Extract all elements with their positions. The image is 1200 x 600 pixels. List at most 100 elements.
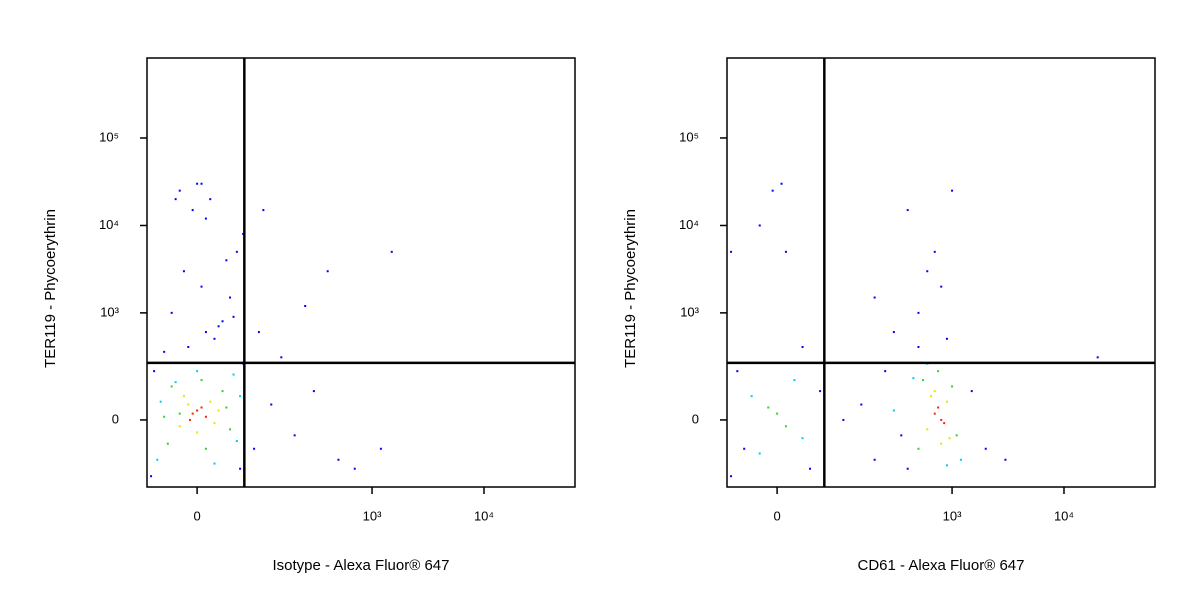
dot [170,385,173,388]
dot [1004,458,1007,461]
x-tick-label: 10⁴ [474,508,494,523]
dot [280,356,283,359]
y-tick-label: 10³ [680,304,699,319]
dot [200,379,203,382]
dot [926,270,929,273]
dot [196,431,199,434]
dot [959,458,962,461]
dot [758,452,761,455]
dot [900,434,903,437]
x-tick-label: 10³ [943,508,962,523]
dot [178,425,181,428]
dot [217,409,220,412]
dot [262,209,265,212]
dot [200,182,203,185]
dot [776,412,779,415]
dot [940,442,943,445]
dot [780,182,783,185]
dot [232,315,235,318]
dot [784,425,787,428]
dot [353,467,356,470]
dot [159,400,162,403]
dot [204,447,207,450]
dot [758,224,761,227]
dot [933,412,936,415]
dot [970,390,973,393]
y-tick-label: 0 [112,411,119,426]
dot [229,428,232,431]
dot [945,400,948,403]
dot [221,320,224,323]
dot [182,395,185,398]
dot [170,311,173,314]
y-axis-label: TER119 - Phycoerythrin [622,209,639,368]
dot [163,415,166,418]
dot [842,418,845,421]
dot [174,198,177,201]
dot [873,458,876,461]
dot [153,370,156,373]
dot [984,447,987,450]
y-tick-label: 10⁵ [679,129,699,144]
dot [951,385,954,388]
dot [239,395,242,398]
dot [187,346,190,349]
dot [196,370,199,373]
dot [912,377,915,380]
dot [235,250,238,253]
dot [293,434,296,437]
dot [225,259,228,262]
dot [174,381,177,384]
dot [213,462,216,465]
dot [819,390,822,393]
dot [178,189,181,192]
dot [213,422,216,425]
dot [209,400,212,403]
dot [150,475,153,478]
dot [937,370,940,373]
dot [1096,356,1099,359]
dot [922,379,925,382]
dot [379,447,382,450]
x-tick-label: 0 [193,508,200,523]
dot [809,467,812,470]
dot [943,422,946,425]
dot [312,390,315,393]
dot [892,409,895,412]
dot [232,373,235,376]
dot [182,270,185,273]
dot [940,418,943,421]
dot [771,189,774,192]
dot [257,331,260,334]
dot [736,370,739,373]
x-axis-label: Isotype - Alexa Fluor® 647 [273,557,450,574]
y-tick-label: 10⁴ [679,217,699,232]
dot [217,325,220,328]
x-tick-label: 10⁴ [1054,508,1074,523]
y-tick-label: 10⁴ [99,217,119,232]
dot [917,346,920,349]
dot [801,437,804,440]
dot [917,311,920,314]
dot [940,285,943,288]
dot [213,337,216,340]
dot [191,209,194,212]
dot [884,370,887,373]
dot [906,209,909,212]
dot [948,437,951,440]
dot [926,428,929,431]
x-tick-label: 0 [773,508,780,523]
dot [178,412,181,415]
dot [930,395,933,398]
dot [955,434,958,437]
dot [187,403,190,406]
dot [917,447,920,450]
dot [873,296,876,299]
dot [750,395,753,398]
dot [951,189,954,192]
dot [326,270,329,273]
dot [229,296,232,299]
x-axis-label: CD61 - Alexa Fluor® 647 [858,557,1025,574]
